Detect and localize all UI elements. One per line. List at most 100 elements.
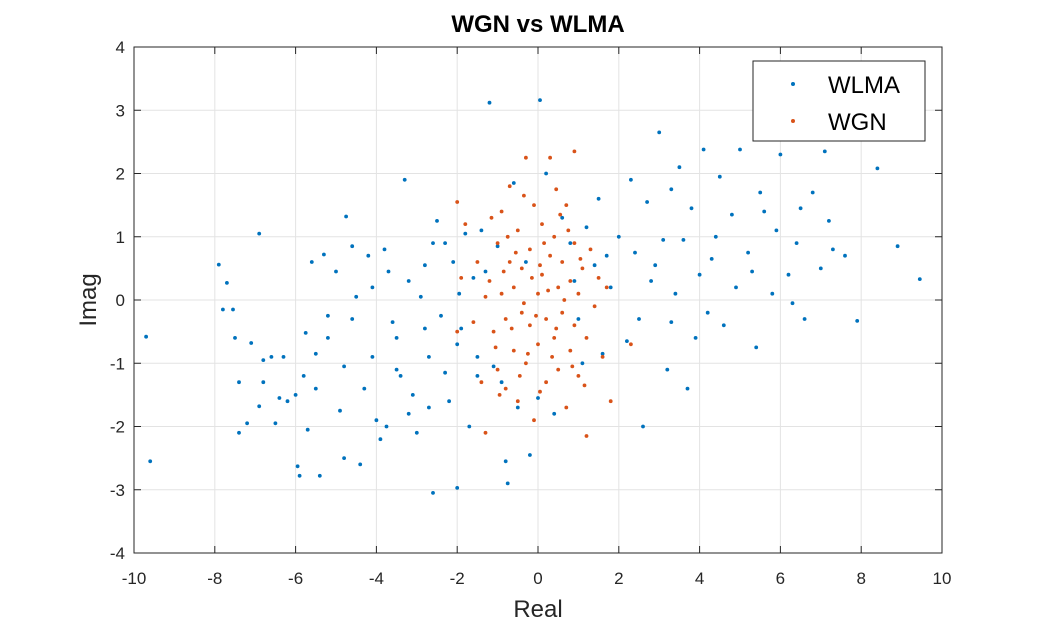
wlma-point xyxy=(406,279,411,283)
wgn-point xyxy=(463,222,468,227)
wlma-point xyxy=(374,418,379,423)
wgn-point xyxy=(503,386,508,391)
wlma-point xyxy=(475,355,480,359)
wlma-point xyxy=(293,393,298,397)
wlma-point xyxy=(572,279,577,283)
wlma-point xyxy=(326,313,330,318)
wgn-point xyxy=(540,222,544,227)
x-tick-label: 2 xyxy=(614,569,623,588)
wgn-point xyxy=(554,187,559,192)
x-tick-label: -4 xyxy=(369,569,384,588)
x-axis-label: Real xyxy=(513,596,562,623)
wlma-point xyxy=(827,219,831,223)
wgn-point xyxy=(538,389,542,394)
legend-label-wlma: WLMA xyxy=(828,72,900,99)
wlma-point xyxy=(338,408,342,413)
wlma-point xyxy=(584,225,589,230)
wgn-point xyxy=(497,393,502,397)
wlma-point xyxy=(261,358,266,362)
wgn-point xyxy=(548,155,552,160)
wlma-point xyxy=(402,177,407,182)
wlma-point xyxy=(629,177,633,182)
x-tick-label: 4 xyxy=(695,569,704,588)
wgn-point xyxy=(511,348,516,353)
wlma-point xyxy=(350,317,355,321)
wlma-point xyxy=(344,214,348,219)
wgn-point xyxy=(503,317,508,321)
wlma-point xyxy=(317,473,322,478)
wlma-point xyxy=(398,374,403,378)
wgn-point xyxy=(491,329,496,334)
wlma-point xyxy=(322,252,326,257)
wgn-point xyxy=(582,383,587,388)
wgn-point xyxy=(560,260,565,264)
wlma-point xyxy=(596,196,601,201)
wgn-point xyxy=(528,247,532,252)
wlma-point xyxy=(544,171,548,176)
wlma-point xyxy=(673,291,678,296)
wlma-point xyxy=(843,253,847,258)
wgn-point xyxy=(534,313,538,318)
wlma-point xyxy=(245,421,250,426)
y-tick-label: 2 xyxy=(116,165,125,184)
y-tick-label: -4 xyxy=(110,544,125,563)
wgn-point xyxy=(572,241,577,246)
data-points xyxy=(144,98,922,495)
wlma-point xyxy=(366,253,371,258)
wlma-point xyxy=(661,238,666,242)
wlma-point xyxy=(665,367,670,372)
wlma-point xyxy=(384,424,389,429)
wgn-point xyxy=(580,266,585,271)
wgn-point xyxy=(584,434,589,438)
wlma-point xyxy=(455,342,460,347)
wgn-point xyxy=(544,317,548,321)
wlma-point xyxy=(249,341,254,345)
wlma-point xyxy=(431,241,435,246)
wlma-point xyxy=(237,380,241,385)
wlma-point xyxy=(414,430,419,435)
wgn-point xyxy=(524,361,528,366)
wlma-point xyxy=(406,411,411,416)
wgn-point xyxy=(499,209,504,214)
wgn-point xyxy=(493,345,498,350)
wlma-point xyxy=(538,98,542,102)
wlma-point xyxy=(148,459,153,464)
wgn-point xyxy=(483,294,488,299)
wgn-point xyxy=(550,355,554,359)
wlma-point xyxy=(616,234,621,239)
wlma-point xyxy=(305,427,310,432)
x-tick-label: -2 xyxy=(450,569,465,588)
x-tick-label: 0 xyxy=(533,569,542,588)
x-tick-label: 6 xyxy=(776,569,785,588)
wgn-point xyxy=(568,279,573,283)
wlma-point xyxy=(875,166,880,171)
wgn-point xyxy=(560,310,565,315)
wlma-point xyxy=(233,336,237,340)
wgn-point xyxy=(600,355,605,359)
wlma-point xyxy=(802,317,807,321)
wlma-point xyxy=(491,364,496,369)
wlma-point xyxy=(576,317,581,321)
wgn-point xyxy=(505,234,510,239)
wlma-point xyxy=(774,228,779,233)
wlma-point xyxy=(697,272,702,277)
wgn-point xyxy=(528,323,532,328)
wlma-point xyxy=(721,323,726,328)
y-tick-label: 0 xyxy=(116,291,125,310)
wgn-point xyxy=(536,342,540,347)
wlma-point xyxy=(231,307,235,312)
wlma-point xyxy=(717,174,722,179)
wlma-point xyxy=(447,399,451,404)
wlma-point xyxy=(855,319,860,323)
wlma-point xyxy=(423,326,427,331)
wgn-point xyxy=(499,291,504,296)
wlma-point xyxy=(625,339,629,343)
wlma-point xyxy=(394,367,399,372)
wlma-point xyxy=(301,374,306,378)
wlma-point xyxy=(705,310,710,315)
wlma-point xyxy=(382,247,387,252)
wlma-point xyxy=(730,212,734,217)
wgn-point xyxy=(542,241,546,246)
wgn-point xyxy=(608,399,613,404)
